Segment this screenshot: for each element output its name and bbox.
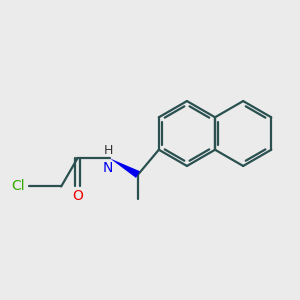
Text: O: O	[72, 189, 83, 202]
Text: H: H	[103, 144, 113, 157]
Polygon shape	[110, 158, 140, 178]
Text: Cl: Cl	[11, 179, 25, 194]
Text: N: N	[103, 161, 113, 175]
